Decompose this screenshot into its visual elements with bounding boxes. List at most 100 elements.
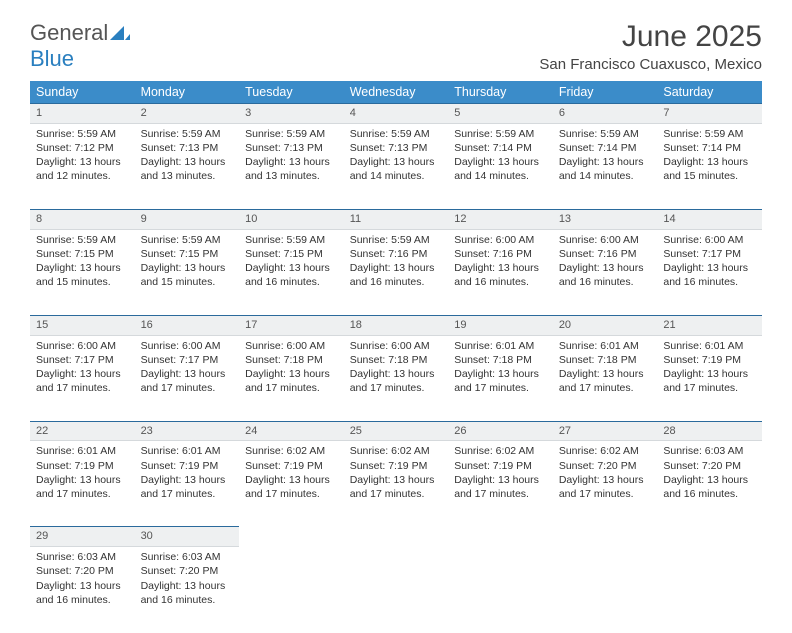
day-content-row: Sunrise: 5:59 AMSunset: 7:12 PMDaylight:… bbox=[30, 123, 762, 209]
sunset-line: Sunset: 7:17 PM bbox=[141, 353, 234, 367]
day-cell: Sunrise: 6:03 AMSunset: 7:20 PMDaylight:… bbox=[30, 547, 135, 633]
sunrise-line: Sunrise: 5:59 AM bbox=[36, 127, 129, 141]
day-number bbox=[448, 527, 553, 547]
day-cell bbox=[448, 547, 553, 633]
sunrise-line: Sunrise: 5:59 AM bbox=[245, 127, 338, 141]
sunset-line: Sunset: 7:18 PM bbox=[559, 353, 652, 367]
sunset-line: Sunset: 7:15 PM bbox=[245, 247, 338, 261]
day-number: 16 bbox=[135, 315, 240, 335]
sunrise-line: Sunrise: 6:01 AM bbox=[454, 339, 547, 353]
daylight-line: Daylight: 13 hours and 17 minutes. bbox=[245, 367, 338, 395]
day-number: 24 bbox=[239, 421, 344, 441]
day-number: 12 bbox=[448, 209, 553, 229]
sunset-line: Sunset: 7:14 PM bbox=[559, 141, 652, 155]
daylight-line: Daylight: 13 hours and 17 minutes. bbox=[141, 367, 234, 395]
daylight-line: Daylight: 13 hours and 14 minutes. bbox=[454, 155, 547, 183]
sunset-line: Sunset: 7:20 PM bbox=[36, 564, 129, 578]
daylight-line: Daylight: 13 hours and 16 minutes. bbox=[141, 579, 234, 607]
daylight-line: Daylight: 13 hours and 16 minutes. bbox=[350, 261, 443, 289]
daylight-line: Daylight: 13 hours and 12 minutes. bbox=[36, 155, 129, 183]
day-cell: Sunrise: 5:59 AMSunset: 7:15 PMDaylight:… bbox=[135, 229, 240, 315]
day-header: Tuesday bbox=[239, 81, 344, 104]
sunrise-line: Sunrise: 5:59 AM bbox=[141, 127, 234, 141]
logo: General Blue bbox=[30, 20, 130, 72]
day-number bbox=[657, 527, 762, 547]
sunrise-line: Sunrise: 6:00 AM bbox=[141, 339, 234, 353]
sunset-line: Sunset: 7:19 PM bbox=[350, 459, 443, 473]
day-number: 10 bbox=[239, 209, 344, 229]
sunset-line: Sunset: 7:16 PM bbox=[350, 247, 443, 261]
sunrise-line: Sunrise: 6:01 AM bbox=[36, 444, 129, 458]
day-cell: Sunrise: 6:00 AMSunset: 7:16 PMDaylight:… bbox=[553, 229, 658, 315]
day-content-row: Sunrise: 6:00 AMSunset: 7:17 PMDaylight:… bbox=[30, 335, 762, 421]
sunrise-line: Sunrise: 6:01 AM bbox=[141, 444, 234, 458]
day-cell: Sunrise: 6:01 AMSunset: 7:19 PMDaylight:… bbox=[657, 335, 762, 421]
sunset-line: Sunset: 7:15 PM bbox=[36, 247, 129, 261]
sunset-line: Sunset: 7:19 PM bbox=[454, 459, 547, 473]
sunrise-line: Sunrise: 5:59 AM bbox=[350, 233, 443, 247]
sunrise-line: Sunrise: 6:03 AM bbox=[141, 550, 234, 564]
sunrise-line: Sunrise: 6:03 AM bbox=[36, 550, 129, 564]
daylight-line: Daylight: 13 hours and 13 minutes. bbox=[141, 155, 234, 183]
day-cell: Sunrise: 6:00 AMSunset: 7:18 PMDaylight:… bbox=[239, 335, 344, 421]
day-number-row: 1234567 bbox=[30, 104, 762, 124]
daylight-line: Daylight: 13 hours and 16 minutes. bbox=[245, 261, 338, 289]
day-cell: Sunrise: 6:01 AMSunset: 7:18 PMDaylight:… bbox=[553, 335, 658, 421]
day-number: 18 bbox=[344, 315, 449, 335]
daylight-line: Daylight: 13 hours and 13 minutes. bbox=[245, 155, 338, 183]
day-number: 28 bbox=[657, 421, 762, 441]
day-cell: Sunrise: 5:59 AMSunset: 7:14 PMDaylight:… bbox=[553, 123, 658, 209]
day-cell: Sunrise: 5:59 AMSunset: 7:15 PMDaylight:… bbox=[30, 229, 135, 315]
day-content-row: Sunrise: 6:03 AMSunset: 7:20 PMDaylight:… bbox=[30, 547, 762, 633]
day-cell: Sunrise: 5:59 AMSunset: 7:12 PMDaylight:… bbox=[30, 123, 135, 209]
sunrise-line: Sunrise: 5:59 AM bbox=[559, 127, 652, 141]
day-header: Saturday bbox=[657, 81, 762, 104]
day-header: Sunday bbox=[30, 81, 135, 104]
daylight-line: Daylight: 13 hours and 17 minutes. bbox=[350, 473, 443, 501]
day-number: 15 bbox=[30, 315, 135, 335]
day-number: 29 bbox=[30, 527, 135, 547]
day-cell: Sunrise: 6:01 AMSunset: 7:18 PMDaylight:… bbox=[448, 335, 553, 421]
title-block: June 2025 San Francisco Cuaxusco, Mexico bbox=[539, 20, 762, 73]
sunset-line: Sunset: 7:17 PM bbox=[36, 353, 129, 367]
logo-sail-icon bbox=[110, 20, 130, 46]
sunset-line: Sunset: 7:13 PM bbox=[350, 141, 443, 155]
day-cell: Sunrise: 6:01 AMSunset: 7:19 PMDaylight:… bbox=[135, 441, 240, 527]
daylight-line: Daylight: 13 hours and 16 minutes. bbox=[559, 261, 652, 289]
day-header: Wednesday bbox=[344, 81, 449, 104]
sunset-line: Sunset: 7:19 PM bbox=[141, 459, 234, 473]
day-number: 30 bbox=[135, 527, 240, 547]
day-number bbox=[344, 527, 449, 547]
header: General Blue June 2025 San Francisco Cua… bbox=[30, 20, 762, 73]
sunset-line: Sunset: 7:19 PM bbox=[663, 353, 756, 367]
month-title: June 2025 bbox=[539, 20, 762, 54]
day-number-row: 2930 bbox=[30, 527, 762, 547]
daylight-line: Daylight: 13 hours and 17 minutes. bbox=[559, 473, 652, 501]
day-number bbox=[239, 527, 344, 547]
day-number: 25 bbox=[344, 421, 449, 441]
logo-text-2: Blue bbox=[30, 46, 74, 71]
sunrise-line: Sunrise: 5:59 AM bbox=[454, 127, 547, 141]
daylight-line: Daylight: 13 hours and 17 minutes. bbox=[36, 473, 129, 501]
day-number: 14 bbox=[657, 209, 762, 229]
logo-text-1: General bbox=[30, 20, 108, 45]
daylight-line: Daylight: 13 hours and 14 minutes. bbox=[350, 155, 443, 183]
day-number-row: 891011121314 bbox=[30, 209, 762, 229]
day-number: 9 bbox=[135, 209, 240, 229]
sunrise-line: Sunrise: 5:59 AM bbox=[663, 127, 756, 141]
daylight-line: Daylight: 13 hours and 16 minutes. bbox=[663, 473, 756, 501]
day-cell: Sunrise: 6:01 AMSunset: 7:19 PMDaylight:… bbox=[30, 441, 135, 527]
sunset-line: Sunset: 7:16 PM bbox=[559, 247, 652, 261]
day-number: 21 bbox=[657, 315, 762, 335]
sunrise-line: Sunrise: 6:00 AM bbox=[245, 339, 338, 353]
day-number: 1 bbox=[30, 104, 135, 124]
sunrise-line: Sunrise: 5:59 AM bbox=[245, 233, 338, 247]
day-number: 27 bbox=[553, 421, 658, 441]
day-number-row: 15161718192021 bbox=[30, 315, 762, 335]
day-number: 17 bbox=[239, 315, 344, 335]
sunset-line: Sunset: 7:20 PM bbox=[559, 459, 652, 473]
sunset-line: Sunset: 7:20 PM bbox=[663, 459, 756, 473]
sunrise-line: Sunrise: 6:01 AM bbox=[663, 339, 756, 353]
daylight-line: Daylight: 13 hours and 17 minutes. bbox=[663, 367, 756, 395]
calendar-table: SundayMondayTuesdayWednesdayThursdayFrid… bbox=[30, 81, 762, 633]
